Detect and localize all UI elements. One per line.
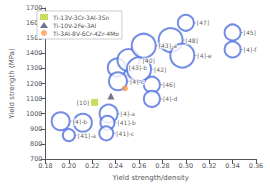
svg-text:1500: 1500 <box>25 34 43 43</box>
svg-text:[42]: [42] <box>154 66 166 73</box>
svg-text:Yield strength (MPa): Yield strength (MPa) <box>8 48 16 120</box>
svg-text:[40]: [40] <box>142 57 154 64</box>
svg-text:0.26: 0.26 <box>132 162 146 170</box>
svg-text:[4]-f: [4]-f <box>244 46 258 53</box>
svg-text:[46]: [46] <box>163 81 175 88</box>
svg-text:1300: 1300 <box>26 64 43 72</box>
svg-text:0.24: 0.24 <box>108 162 122 170</box>
svg-text:0.30: 0.30 <box>179 162 193 170</box>
svg-text:1200: 1200 <box>26 80 43 88</box>
svg-text:Ti-10V-2Fe-3Al: Ti-10V-2Fe-3Al <box>52 22 97 29</box>
svg-text:Ti-3Al-8V-6Cr-4Zr-4Mo: Ti-3Al-8V-6Cr-4Zr-4Mo <box>52 30 119 37</box>
svg-text:[10]: [10] <box>77 99 89 106</box>
svg-text:[45]: [45] <box>244 29 256 36</box>
svg-text:0.18: 0.18 <box>38 162 52 170</box>
svg-text:0.36: 0.36 <box>249 162 263 170</box>
svg-text:[4]-d: [4]-d <box>163 95 178 102</box>
svg-text:0.22: 0.22 <box>85 162 99 170</box>
svg-text:700: 700 <box>30 155 43 163</box>
svg-text:[43]-a: [43]-a <box>159 42 177 49</box>
svg-text:[41]-a: [41]-a <box>78 132 96 139</box>
svg-text:[4]-a: [4]-a <box>121 110 136 117</box>
svg-text:[4]-e: [4]-e <box>197 52 212 59</box>
svg-text:1400: 1400 <box>26 49 43 57</box>
svg-text:[48]: [48] <box>186 37 198 44</box>
svg-text:800: 800 <box>30 140 42 148</box>
svg-text:[41]-b: [41]-b <box>117 119 135 126</box>
svg-text:1700: 1700 <box>25 4 43 12</box>
svg-text:1000: 1000 <box>26 110 43 118</box>
svg-text:0.34: 0.34 <box>225 162 239 170</box>
svg-text:Yield strength/density: Yield strength/density <box>112 174 189 182</box>
svg-text:1600: 1600 <box>25 19 43 28</box>
svg-text:0.20: 0.20 <box>62 162 76 170</box>
svg-text:0.28: 0.28 <box>155 162 169 170</box>
svg-text:[43]-b: [43]-b <box>129 64 147 71</box>
svg-text:900: 900 <box>30 125 42 133</box>
svg-text:[41]-c: [41]-c <box>116 130 134 137</box>
svg-text:[4]-c: [4]-c <box>130 78 144 85</box>
svg-text:1100: 1100 <box>26 95 43 103</box>
svg-text:[47]: [47] <box>197 19 209 26</box>
svg-text:[4]-b: [4]-b <box>73 118 88 125</box>
svg-text:Ti-13V-3Cr-3Al-3Sn: Ti-13V-3Cr-3Al-3Sn <box>52 14 110 21</box>
svg-text:0.32: 0.32 <box>202 162 216 170</box>
